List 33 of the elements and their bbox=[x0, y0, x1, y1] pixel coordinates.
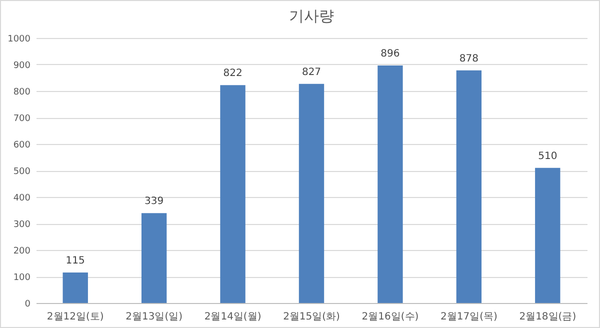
data-label: 827 bbox=[302, 66, 322, 78]
bar bbox=[220, 85, 246, 303]
y-tick-label: 1000 bbox=[8, 34, 31, 44]
y-tick-label: 700 bbox=[13, 114, 31, 124]
bar bbox=[378, 66, 403, 303]
x-tick-label: 2월17일(목) bbox=[440, 312, 498, 322]
x-tick-label: 2월13일(일) bbox=[126, 312, 183, 322]
x-tick-label: 2월18일(금) bbox=[519, 312, 576, 322]
x-tick-label: 2월15일(화) bbox=[283, 312, 340, 322]
bar bbox=[535, 168, 560, 303]
chart-title: 기사량 bbox=[289, 7, 334, 25]
data-label: 896 bbox=[380, 48, 400, 60]
y-tick-label: 500 bbox=[13, 167, 31, 177]
y-tick-label: 900 bbox=[13, 61, 31, 71]
x-tick-label: 2월16일(수) bbox=[362, 312, 419, 322]
data-label: 115 bbox=[66, 256, 85, 267]
y-tick-label: 100 bbox=[13, 273, 31, 283]
data-label: 878 bbox=[459, 53, 478, 64]
bar bbox=[456, 70, 482, 303]
y-tick-label: 400 bbox=[13, 194, 31, 204]
x-tick-label: 2월12일(토) bbox=[46, 312, 104, 322]
bar bbox=[141, 213, 167, 303]
data-label: 822 bbox=[223, 68, 242, 80]
data-label: 510 bbox=[538, 150, 558, 162]
y-tick-label: 300 bbox=[13, 220, 31, 230]
y-tick-label: 200 bbox=[13, 246, 31, 256]
bar bbox=[298, 84, 324, 303]
data-label: 339 bbox=[144, 196, 164, 208]
y-tick-label: 600 bbox=[13, 140, 31, 150]
x-tick-label: 2월14일(월) bbox=[204, 312, 262, 322]
y-tick-label: 800 bbox=[13, 88, 31, 98]
y-tick-label: 0 bbox=[24, 300, 31, 310]
bar bbox=[62, 272, 88, 303]
